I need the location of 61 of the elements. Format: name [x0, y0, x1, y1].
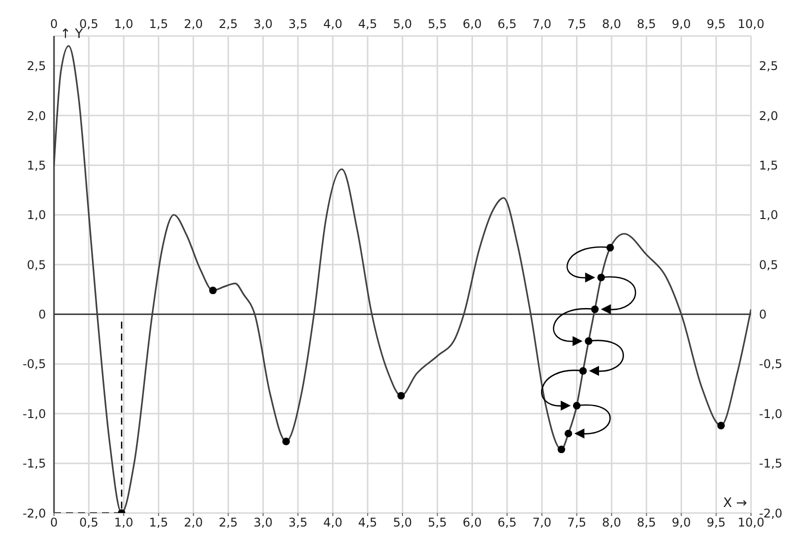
x2-tick-label: 3,0	[254, 17, 273, 31]
y2-tick-label: -0,5	[759, 357, 782, 372]
y-tick-label: -2,0	[22, 506, 46, 520]
x-tick-label: 6,0	[462, 516, 482, 530]
x2-tick-label: 9,5	[706, 17, 726, 31]
x2-tick-label: 3,5	[288, 17, 308, 31]
x2-tick-label: 2,5	[218, 17, 238, 31]
x-tick-label: 8,5	[636, 516, 656, 530]
x2-tick-label: 5,0	[392, 17, 412, 31]
y-tick-label: 1,5	[26, 158, 46, 172]
x2-tick-label: 8,0	[602, 17, 622, 31]
x-tick-label: 9,5	[706, 516, 726, 530]
y2-tick-label: 2,5	[759, 59, 778, 74]
x2-tick-label: 8,5	[636, 17, 656, 31]
y2-tick-label: 0,5	[759, 258, 778, 272]
y-tick-label: 0	[38, 308, 46, 322]
x-tick-label: 1,5	[149, 516, 168, 530]
x-tick-label: 5,0	[392, 516, 412, 530]
y2-tick-label: 0	[759, 308, 767, 322]
x2-tick-label: 9,0	[672, 17, 691, 31]
x-tick-label: 3,0	[254, 516, 273, 530]
x2-tick-label: 4,5	[358, 17, 378, 31]
x-tick-label: 1,0	[114, 516, 134, 530]
y-tick-label: 2,5	[26, 59, 46, 74]
x2-tick-label: 2,0	[184, 17, 203, 31]
x-tick-label: 2,0	[184, 516, 203, 530]
y2-tick-label: 1,0	[759, 208, 778, 222]
x-tick-label: 9,0	[672, 516, 691, 530]
y2-tick-label: -1,0	[759, 406, 782, 421]
x-tick-label: 7,0	[532, 516, 552, 530]
x-tick-label: 2,5	[218, 516, 238, 530]
x-tick-label: 4,5	[358, 516, 378, 530]
x2-tick-label: 1,0	[114, 17, 134, 31]
x2-tick-label: 4,0	[323, 17, 342, 31]
y-tick-label: 0,5	[26, 258, 46, 272]
x2-tick-label: 10,0	[738, 17, 764, 31]
x-tick-label: 0	[50, 516, 58, 530]
y-tick-label: -1,5	[22, 456, 46, 471]
x2-tick-label: 5,5	[428, 17, 447, 31]
x-tick-label: 10,0	[738, 516, 764, 530]
y-tick-label: 2,0	[26, 108, 46, 123]
y-tick-label: -0,5	[22, 357, 46, 372]
x-tick-label: 4,0	[323, 516, 342, 530]
y-tick-label: -1,0	[22, 406, 46, 421]
x2-tick-label: 7,5	[567, 17, 586, 31]
x2-tick-label: 6,0	[462, 17, 482, 31]
x-tick-label: 3,5	[288, 516, 308, 530]
y2-tick-label: -1,5	[759, 456, 782, 471]
x-tick-label: 5,5	[428, 516, 447, 530]
x2-tick-label: 7,0	[532, 17, 552, 31]
x-tick-label: 8,0	[602, 516, 622, 530]
x2-tick-label: 0	[50, 17, 58, 31]
x-axis-title: X →	[723, 496, 748, 511]
x-tick-label: 7,5	[567, 516, 586, 530]
y-tick-label: 1,0	[26, 208, 46, 222]
x-tick-label: 0,5	[79, 516, 98, 530]
y2-tick-label: 2,0	[759, 108, 778, 123]
x2-tick-label: 1,5	[149, 17, 168, 31]
x2-tick-label: 6,5	[498, 17, 517, 31]
x-tick-label: 6,5	[498, 516, 517, 530]
y2-tick-label: 1,5	[759, 158, 778, 172]
